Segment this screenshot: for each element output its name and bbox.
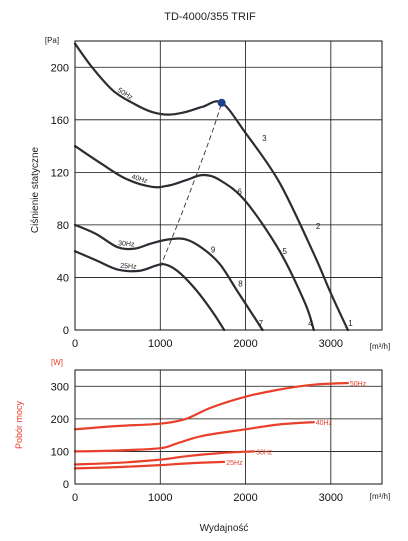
power-y-unit: [W] <box>51 358 63 367</box>
pressure-series-40Hz <box>73 145 315 332</box>
pressure-y-label: Ciśnienie statyczne <box>30 146 41 233</box>
power-xtick-label: 1000 <box>148 492 172 504</box>
chart-title: TD-4000/355 TRIF <box>164 11 256 23</box>
curve-marker-1: 1 <box>348 319 353 328</box>
pressure-xtick-label: 0 <box>72 338 78 350</box>
power-series: 50Hz 40Hz 30Hz 25Hz <box>73 381 367 470</box>
power-series-label-50Hz: 50Hz <box>350 381 367 388</box>
pressure-ytick-label: 120 <box>51 167 69 179</box>
pressure-curve-markers: 3 2 6 5 9 8 7 4 1 <box>211 134 353 328</box>
power-series-label-30Hz: 30Hz <box>256 449 273 456</box>
pressure-ytick-label: 0 <box>63 325 69 337</box>
pressure-ytick-label: 160 <box>51 115 69 127</box>
power-ytick-label: 200 <box>51 414 69 426</box>
pressure-series-25Hz <box>73 250 226 332</box>
pressure-xtick-label: 3000 <box>319 338 343 350</box>
power-xtick-label: 3000 <box>319 492 343 504</box>
pressure-ytick-label: 80 <box>57 220 69 232</box>
pressure-ytick-label: 200 <box>51 62 69 74</box>
pressure-plot-frame <box>74 40 383 331</box>
pressure-series-50Hz <box>73 42 349 332</box>
pressure-series-30Hz <box>73 223 264 332</box>
system-curve <box>159 102 223 268</box>
curve-marker-9: 9 <box>211 245 216 254</box>
power-ytick-label: 300 <box>51 381 69 393</box>
pressure-series-label-25Hz: 25Hz <box>120 263 137 271</box>
pressure-series-label-30Hz: 30Hz <box>118 240 135 248</box>
pressure-xtick-label: 2000 <box>233 338 257 350</box>
power-series-label-40Hz: 40Hz <box>316 420 333 427</box>
power-ytick-label: 0 <box>63 479 69 491</box>
curve-marker-8: 8 <box>238 280 243 289</box>
power-series-50Hz <box>73 381 349 431</box>
pressure-ytick-label: 40 <box>57 272 69 284</box>
power-series-label-25Hz: 25Hz <box>226 460 243 467</box>
power-plot-frame <box>74 369 383 485</box>
power-ytick-label: 100 <box>51 446 69 458</box>
power-xtick-label: 0 <box>72 492 78 504</box>
x-axis-label: Wydajność <box>200 523 249 534</box>
power-xtick-label: 2000 <box>233 492 257 504</box>
curve-marker-3: 3 <box>262 134 267 143</box>
power-series-40Hz <box>73 421 315 453</box>
curve-marker-2: 2 <box>316 222 321 231</box>
curve-marker-7: 7 <box>259 319 264 328</box>
curve-marker-4: 4 <box>308 319 313 328</box>
power-y-label: Pobór mocy <box>14 400 24 449</box>
curve-marker-6: 6 <box>237 188 242 197</box>
pressure-xtick-label: 1000 <box>148 338 172 350</box>
power-series-30Hz <box>73 450 256 466</box>
power-series-25Hz <box>73 460 226 470</box>
pressure-series-label-40Hz: 40Hz <box>131 174 149 186</box>
power-x-unit: [m³/h] <box>370 492 390 501</box>
operating-point <box>217 98 226 107</box>
pressure-y-unit: [Pa] <box>45 36 59 45</box>
pressure-x-unit: [m³/h] <box>370 342 390 351</box>
curve-marker-5: 5 <box>283 247 288 256</box>
